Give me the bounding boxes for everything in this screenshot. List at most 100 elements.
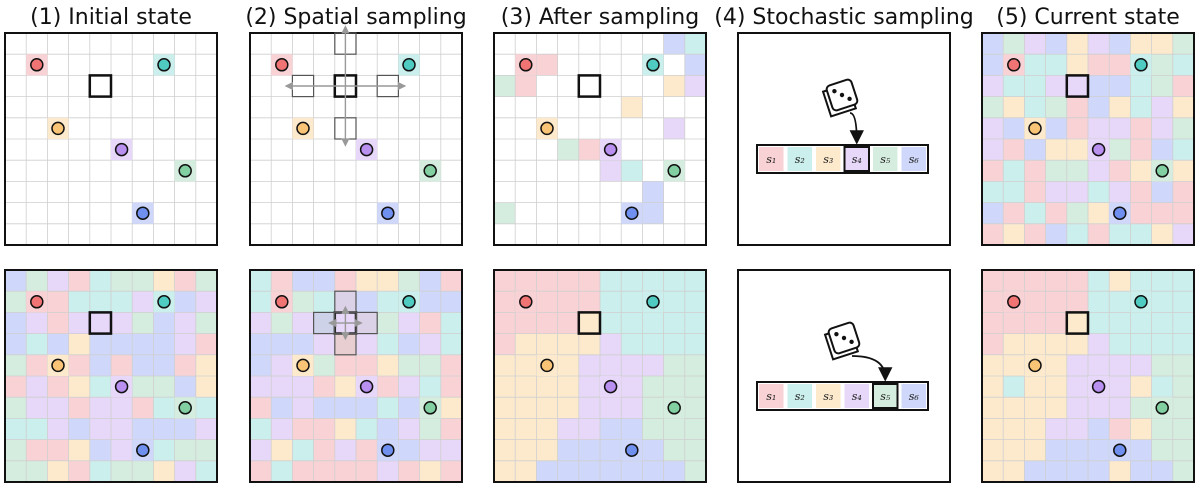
- dice-dot: [847, 96, 852, 102]
- cell: [982, 354, 1004, 376]
- cell: [536, 333, 558, 355]
- cell: [153, 270, 175, 292]
- cell: [982, 270, 1004, 292]
- cell: [1151, 223, 1173, 245]
- cell: [440, 333, 462, 355]
- panel-frame: [981, 32, 1195, 246]
- cell: [557, 418, 579, 440]
- seed-point: [1028, 121, 1042, 136]
- sample-label: s₂: [795, 153, 805, 166]
- cell: [419, 376, 441, 398]
- cell: [271, 439, 293, 461]
- cell: [982, 75, 1004, 97]
- cell: [600, 312, 622, 334]
- cell: [111, 291, 133, 313]
- cell: [195, 333, 217, 355]
- seed-point: [603, 379, 618, 394]
- cell: [684, 291, 706, 313]
- cell: [1003, 117, 1025, 139]
- cell: [398, 354, 420, 376]
- cell: [1130, 312, 1152, 334]
- seed-point: [178, 164, 192, 178]
- seed-point: [1007, 295, 1021, 309]
- cell: [494, 376, 516, 398]
- sample-box: [844, 384, 869, 408]
- cell: [1045, 139, 1067, 161]
- cell: [313, 291, 335, 313]
- cell: [1109, 397, 1131, 419]
- sample-box: [787, 147, 812, 171]
- cell: [1151, 270, 1173, 292]
- cell: [663, 117, 685, 139]
- cell: [153, 354, 175, 376]
- cell: [1088, 160, 1110, 182]
- cell: [1151, 291, 1173, 313]
- cell: [663, 333, 685, 355]
- cell: [195, 418, 217, 440]
- cell: [250, 312, 272, 334]
- cell: [1109, 418, 1131, 440]
- cell: [419, 439, 441, 461]
- sample-box: [759, 147, 784, 171]
- cell: [1151, 202, 1173, 224]
- cell: [313, 312, 335, 334]
- cell: [1066, 460, 1088, 482]
- cell: [1045, 160, 1067, 182]
- cell: [557, 397, 579, 419]
- cell: [557, 460, 579, 482]
- panel-frame: [249, 269, 463, 483]
- cell: [642, 460, 664, 482]
- cell: [982, 117, 1004, 139]
- cell: [334, 354, 356, 376]
- cell: [174, 354, 196, 376]
- cell: [1024, 75, 1046, 97]
- seed-point: [359, 142, 374, 157]
- cell: [1172, 54, 1194, 76]
- cell: [1109, 333, 1131, 355]
- cell: [642, 181, 664, 203]
- seed-point: [1007, 58, 1021, 72]
- cell: [271, 460, 293, 482]
- cell: [111, 460, 133, 482]
- cell: [1172, 418, 1194, 440]
- cell: [642, 418, 664, 440]
- seed-point: [423, 164, 437, 178]
- cell: [1024, 397, 1046, 419]
- sample-box: [787, 384, 812, 408]
- cell: [642, 312, 664, 334]
- cell: [5, 418, 27, 440]
- cell: [377, 418, 399, 440]
- cell: [377, 291, 399, 313]
- cell: [1130, 439, 1152, 461]
- cell: [153, 460, 175, 482]
- dice-dot: [841, 335, 847, 341]
- cell: [1130, 333, 1152, 355]
- cell: [313, 418, 335, 440]
- cell: [68, 354, 90, 376]
- seed-point: [402, 58, 416, 72]
- cell: [153, 312, 175, 334]
- cell: [557, 312, 579, 334]
- panel-title: (5) Current state: [996, 5, 1180, 30]
- cell: [334, 439, 356, 461]
- cell: [5, 312, 27, 334]
- cell: [132, 270, 154, 292]
- cell: [1003, 397, 1025, 419]
- cell: [313, 460, 335, 482]
- cell: [1130, 160, 1152, 182]
- cell: [515, 354, 537, 376]
- cell: [578, 397, 600, 419]
- cell: [642, 202, 664, 224]
- cell: [195, 460, 217, 482]
- cell: [377, 376, 399, 398]
- seed-point: [423, 401, 437, 415]
- seed-point: [667, 401, 681, 415]
- cell: [195, 376, 217, 398]
- seed-point: [1091, 142, 1106, 157]
- cell: [1130, 397, 1152, 419]
- cell: [47, 333, 69, 355]
- cell: [1130, 460, 1152, 482]
- cell: [1045, 75, 1067, 97]
- cell: [536, 270, 558, 292]
- dice: [823, 321, 861, 361]
